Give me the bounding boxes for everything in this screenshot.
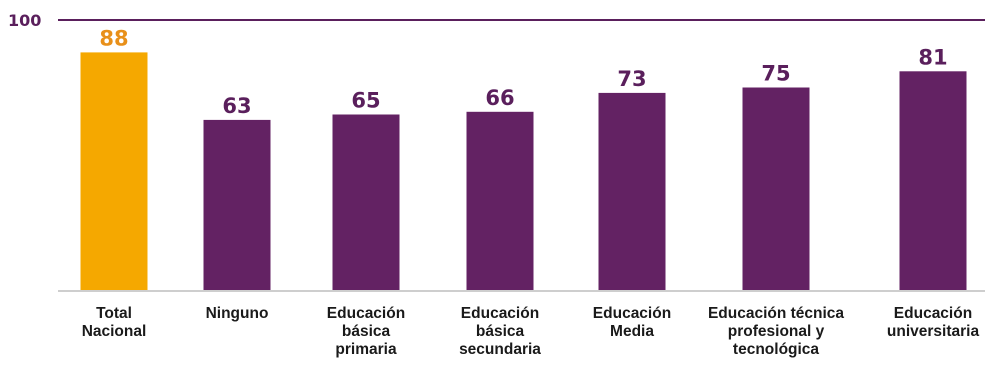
data-label-1: 63 <box>222 94 251 118</box>
bar-4 <box>598 92 666 291</box>
reference-line-label: 100 <box>8 11 41 30</box>
bar-3 <box>466 111 534 290</box>
category-label-4: Educación Media <box>593 305 671 340</box>
category-label-line: Educación <box>894 305 972 322</box>
bar-0 <box>80 52 148 291</box>
category-label-line: primaria <box>335 341 397 358</box>
category-label-line: profesional y <box>728 323 825 340</box>
category-label-1: Ninguno <box>206 305 269 322</box>
data-label-6: 81 <box>918 45 947 69</box>
bar-1 <box>203 119 271 291</box>
category-label-line: Educación <box>593 305 671 322</box>
category-label-line: Ninguno <box>206 305 269 322</box>
data-label-3: 66 <box>485 86 514 110</box>
category-label-line: básica <box>342 323 391 340</box>
category-label-3: Educación básica secundaria <box>459 305 541 358</box>
category-label-2: Educación básica primaria <box>327 305 405 358</box>
category-label-line: universitaria <box>887 323 980 340</box>
data-label-4: 73 <box>617 67 646 91</box>
bar-6 <box>899 71 967 290</box>
category-label-line: básica <box>476 323 525 340</box>
category-label-line: Educación <box>327 305 405 322</box>
category-label-line: tecnológica <box>733 341 820 358</box>
category-label-line: Educación técnica <box>708 305 844 322</box>
category-label-line: Media <box>610 323 654 340</box>
category-label-0: Total Nacional <box>82 305 147 340</box>
data-label-2: 65 <box>351 89 380 113</box>
data-label-0: 88 <box>99 26 128 50</box>
bar-5 <box>742 87 810 290</box>
category-label-5: Educación técnica profesional y tecnológic… <box>708 305 844 358</box>
data-label-5: 75 <box>761 62 790 86</box>
category-label-line: secundaria <box>459 341 541 358</box>
category-label-line: Total <box>96 305 132 322</box>
category-label-6: Educación universitaria <box>887 305 980 340</box>
category-label-line: Educación <box>461 305 539 322</box>
bar-2 <box>332 114 400 290</box>
category-label-line: Nacional <box>82 323 147 340</box>
